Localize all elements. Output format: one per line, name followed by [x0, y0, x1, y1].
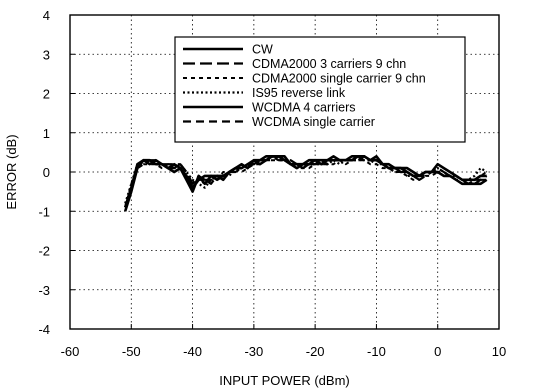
y-tick-label: 3 — [43, 47, 50, 62]
series-line-6 — [124, 155, 488, 208]
y-tick-label: -4 — [38, 322, 50, 337]
y-tick-label: -1 — [38, 204, 50, 219]
x-axis-ticks: -60 -50 -40 -30 -20 -10 0 10 — [61, 324, 506, 359]
x-tick-label: -30 — [244, 344, 263, 359]
x-tick-label: 10 — [492, 344, 506, 359]
y-tick-label: 1 — [43, 126, 50, 141]
y-tick-label: 2 — [43, 87, 50, 102]
x-tick-label: -50 — [122, 344, 141, 359]
x-tick-label: -20 — [306, 344, 325, 359]
y-tick-label: 0 — [43, 165, 50, 180]
y-axis-label: ERROR (dB) — [4, 134, 19, 209]
gridlines — [70, 15, 499, 329]
x-tick-label: -10 — [367, 344, 386, 359]
legend-label: IS95 reverse link — [252, 86, 346, 100]
series-lines — [123, 155, 488, 212]
legend-label: CW — [252, 43, 273, 57]
x-axis-label: INPUT POWER (dBm) — [219, 373, 350, 388]
legend-box — [174, 36, 466, 143]
series-line-5 — [123, 155, 488, 208]
y-axis-ticks: -4 -3 -2 -1 0 1 2 3 4 — [38, 8, 75, 337]
y-tick-label: -3 — [38, 283, 50, 298]
series-line-3 — [124, 159, 488, 208]
x-tick-label: 0 — [434, 344, 441, 359]
y-tick-label: -2 — [38, 244, 50, 259]
x-tick-label: -40 — [183, 344, 202, 359]
legend-label: CDMA2000 3 carriers 9 chn — [252, 57, 406, 71]
y-tick-label: 4 — [43, 8, 50, 23]
legend-label: WCDMA 4 carriers — [252, 101, 355, 115]
legend-label: WCDMA single carrier — [252, 115, 375, 129]
x-tick-label: -60 — [61, 344, 80, 359]
legend-label: CDMA2000 single carrier 9 chn — [252, 72, 426, 86]
